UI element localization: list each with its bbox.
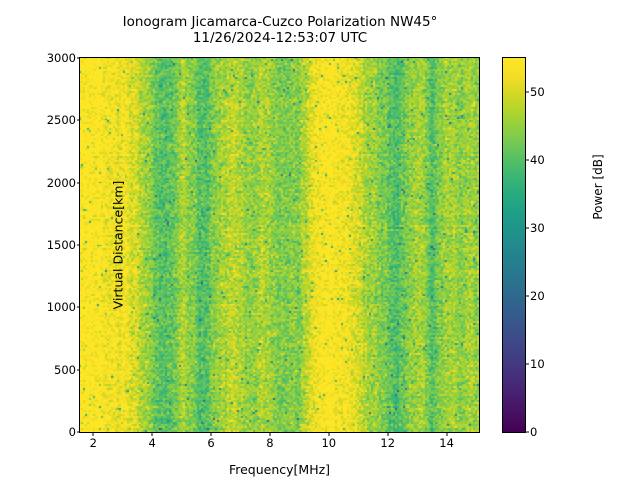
y-tick-mark bbox=[76, 182, 80, 184]
y-tick-label: 3000 bbox=[46, 51, 76, 65]
colorbar-tick-mark bbox=[525, 91, 529, 93]
x-axis-label: Frequency[MHz] bbox=[228, 462, 331, 477]
y-tick-label: 1500 bbox=[46, 238, 76, 252]
colorbar: 0 10 20 30 40 50 bbox=[502, 57, 545, 439]
chart-title: Ionogram Jicamarca-Cuzco Polarization NW… bbox=[122, 14, 438, 46]
colorbar-tick-mark bbox=[525, 431, 529, 433]
x-tick-mark bbox=[151, 432, 153, 436]
y-tick-mark bbox=[76, 57, 80, 59]
colorbar-gradient bbox=[503, 58, 525, 432]
x-tick-label: 12 bbox=[380, 436, 396, 450]
colorbar-tick-label: 10 bbox=[530, 357, 545, 371]
y-tick-mark bbox=[76, 431, 80, 433]
y-tick-label: 2500 bbox=[46, 113, 76, 128]
x-tick-label: 4 bbox=[148, 436, 156, 450]
x-tick-mark bbox=[446, 432, 448, 436]
y-tick-label: 2000 bbox=[46, 175, 76, 190]
colorbar-tick-label: 40 bbox=[530, 153, 545, 167]
y-tick-label: 0 bbox=[68, 425, 76, 439]
x-tick-mark bbox=[387, 432, 389, 436]
colorbar-tick-mark bbox=[525, 159, 529, 161]
x-tick-mark bbox=[210, 432, 212, 436]
heatmap-canvas bbox=[80, 58, 479, 432]
colorbar-tick-label: 30 bbox=[530, 221, 545, 235]
y-tick-mark bbox=[76, 119, 80, 121]
y-tick-mark bbox=[76, 306, 80, 308]
y-tick-mark bbox=[76, 244, 80, 246]
y-tick-label: 500 bbox=[54, 362, 76, 377]
y-tick-mark bbox=[76, 369, 80, 371]
x-tick-label: 14 bbox=[439, 436, 454, 450]
colorbar-tick-label: 50 bbox=[530, 85, 545, 99]
x-tick-mark bbox=[328, 432, 330, 436]
colorbar-tick-label: 20 bbox=[530, 289, 545, 303]
x-tick-label: 6 bbox=[207, 436, 215, 450]
colorbar-tick-mark bbox=[525, 295, 529, 297]
y-axis-label: Virtual Distance[km] bbox=[110, 180, 126, 310]
x-tick-mark bbox=[269, 432, 271, 436]
y-tick-label: 1000 bbox=[46, 300, 76, 315]
colorbar-label: Power [dB] bbox=[591, 154, 605, 220]
heatmap-axes: Virtual Distance[km] Frequency[MHz] 0 500… bbox=[47, 51, 480, 477]
x-tick-label: 2 bbox=[89, 436, 97, 450]
colorbar-tick-label: 0 bbox=[530, 425, 538, 439]
x-tick-mark bbox=[92, 432, 94, 436]
colorbar-tick-mark bbox=[525, 227, 529, 229]
colorbar-tick-mark bbox=[525, 363, 529, 365]
x-tick-label: 10 bbox=[321, 436, 337, 450]
x-tick-label: 8 bbox=[266, 436, 274, 450]
